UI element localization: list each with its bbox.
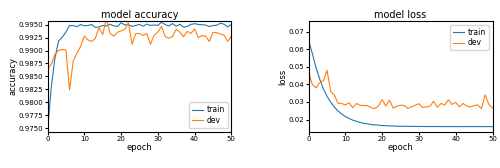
dev: [224, 40, 230, 42]
dev: [110, 35, 116, 37]
dev: [306, 71, 312, 73]
dev: [184, 30, 190, 32]
Legend: train, dev: train, dev: [188, 102, 228, 128]
train: [364, 123, 370, 125]
Line: train: train: [48, 22, 232, 132]
train: [44, 131, 51, 133]
dev: [486, 103, 492, 106]
train: [85, 25, 91, 27]
X-axis label: epoch: epoch: [126, 143, 152, 152]
train: [180, 26, 186, 28]
dev: [104, 18, 110, 20]
dev: [88, 40, 94, 43]
dev: [478, 108, 484, 110]
dev: [490, 107, 496, 109]
dev: [324, 69, 330, 71]
dev: [350, 107, 356, 109]
dev: [364, 104, 370, 107]
dev: [228, 35, 234, 37]
dev: [107, 32, 113, 34]
dev: [173, 28, 179, 30]
train: [100, 24, 105, 26]
dev: [430, 100, 436, 102]
X-axis label: epoch: epoch: [388, 143, 413, 152]
Title: model loss: model loss: [374, 10, 426, 20]
Line: train: train: [308, 40, 492, 127]
train: [438, 126, 444, 128]
dev: [66, 89, 72, 91]
train: [490, 126, 496, 128]
train: [224, 26, 230, 28]
train: [482, 126, 488, 128]
Y-axis label: loss: loss: [278, 68, 287, 85]
train: [170, 23, 175, 25]
train: [486, 126, 492, 128]
train: [158, 21, 164, 23]
dev: [442, 104, 448, 106]
train: [361, 122, 367, 124]
dev: [44, 68, 51, 70]
Legend: train, dev: train, dev: [450, 25, 488, 50]
train: [306, 39, 312, 41]
Title: model accuracy: model accuracy: [100, 10, 178, 20]
train: [346, 117, 352, 119]
Line: dev: dev: [308, 70, 492, 109]
Line: dev: dev: [48, 19, 232, 90]
train: [228, 23, 234, 25]
train: [104, 25, 110, 27]
Y-axis label: accuracy: accuracy: [8, 57, 17, 95]
train: [427, 125, 433, 128]
dev: [368, 107, 374, 109]
